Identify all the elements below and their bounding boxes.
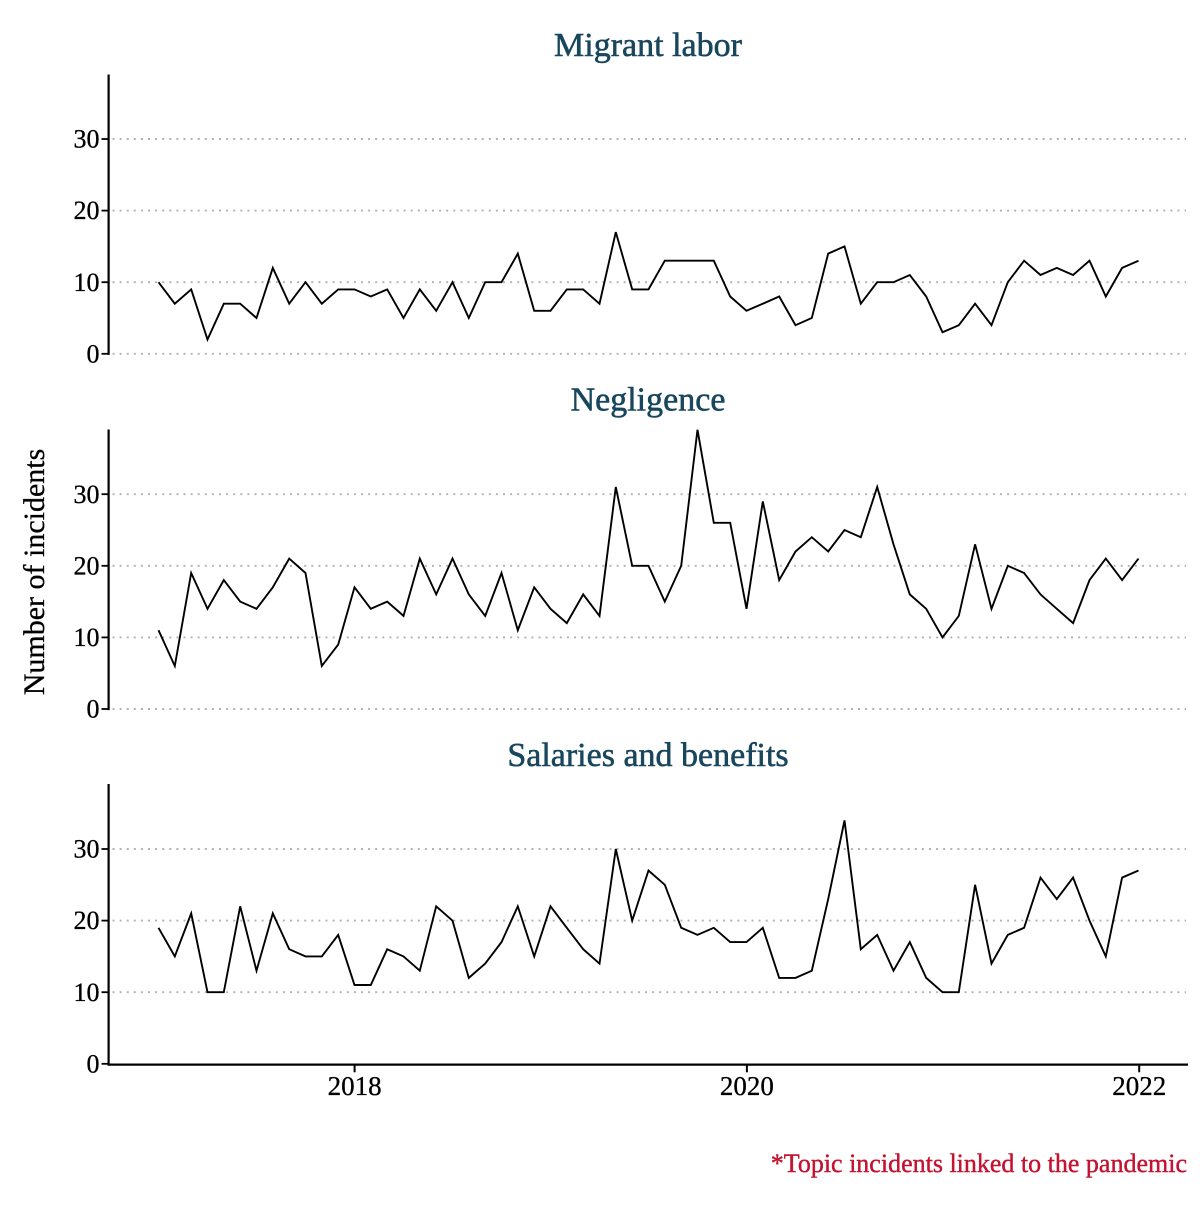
svg-text:30: 30 (74, 480, 100, 509)
svg-text:20: 20 (74, 906, 100, 935)
svg-text:20: 20 (74, 196, 100, 225)
svg-text:2020: 2020 (720, 1071, 774, 1101)
svg-text:10: 10 (74, 978, 100, 1007)
svg-text:10: 10 (74, 623, 100, 652)
svg-text:Migrant labor: Migrant labor (554, 27, 743, 64)
svg-text:Salaries and benefits: Salaries and benefits (507, 737, 788, 774)
svg-text:Negligence: Negligence (571, 382, 726, 419)
svg-text:2022: 2022 (1112, 1071, 1166, 1101)
svg-text:Number of incidents: Number of incidents (18, 449, 51, 696)
svg-text:*Topic incidents linked to the: *Topic incidents linked to the pandemic (771, 1149, 1187, 1178)
svg-text:2018: 2018 (328, 1071, 382, 1101)
svg-text:30: 30 (74, 125, 100, 154)
svg-text:0: 0 (87, 695, 100, 724)
svg-text:20: 20 (74, 551, 100, 580)
svg-text:0: 0 (87, 1049, 100, 1078)
svg-text:30: 30 (74, 835, 100, 864)
svg-text:0: 0 (87, 339, 100, 368)
svg-text:10: 10 (74, 268, 100, 297)
